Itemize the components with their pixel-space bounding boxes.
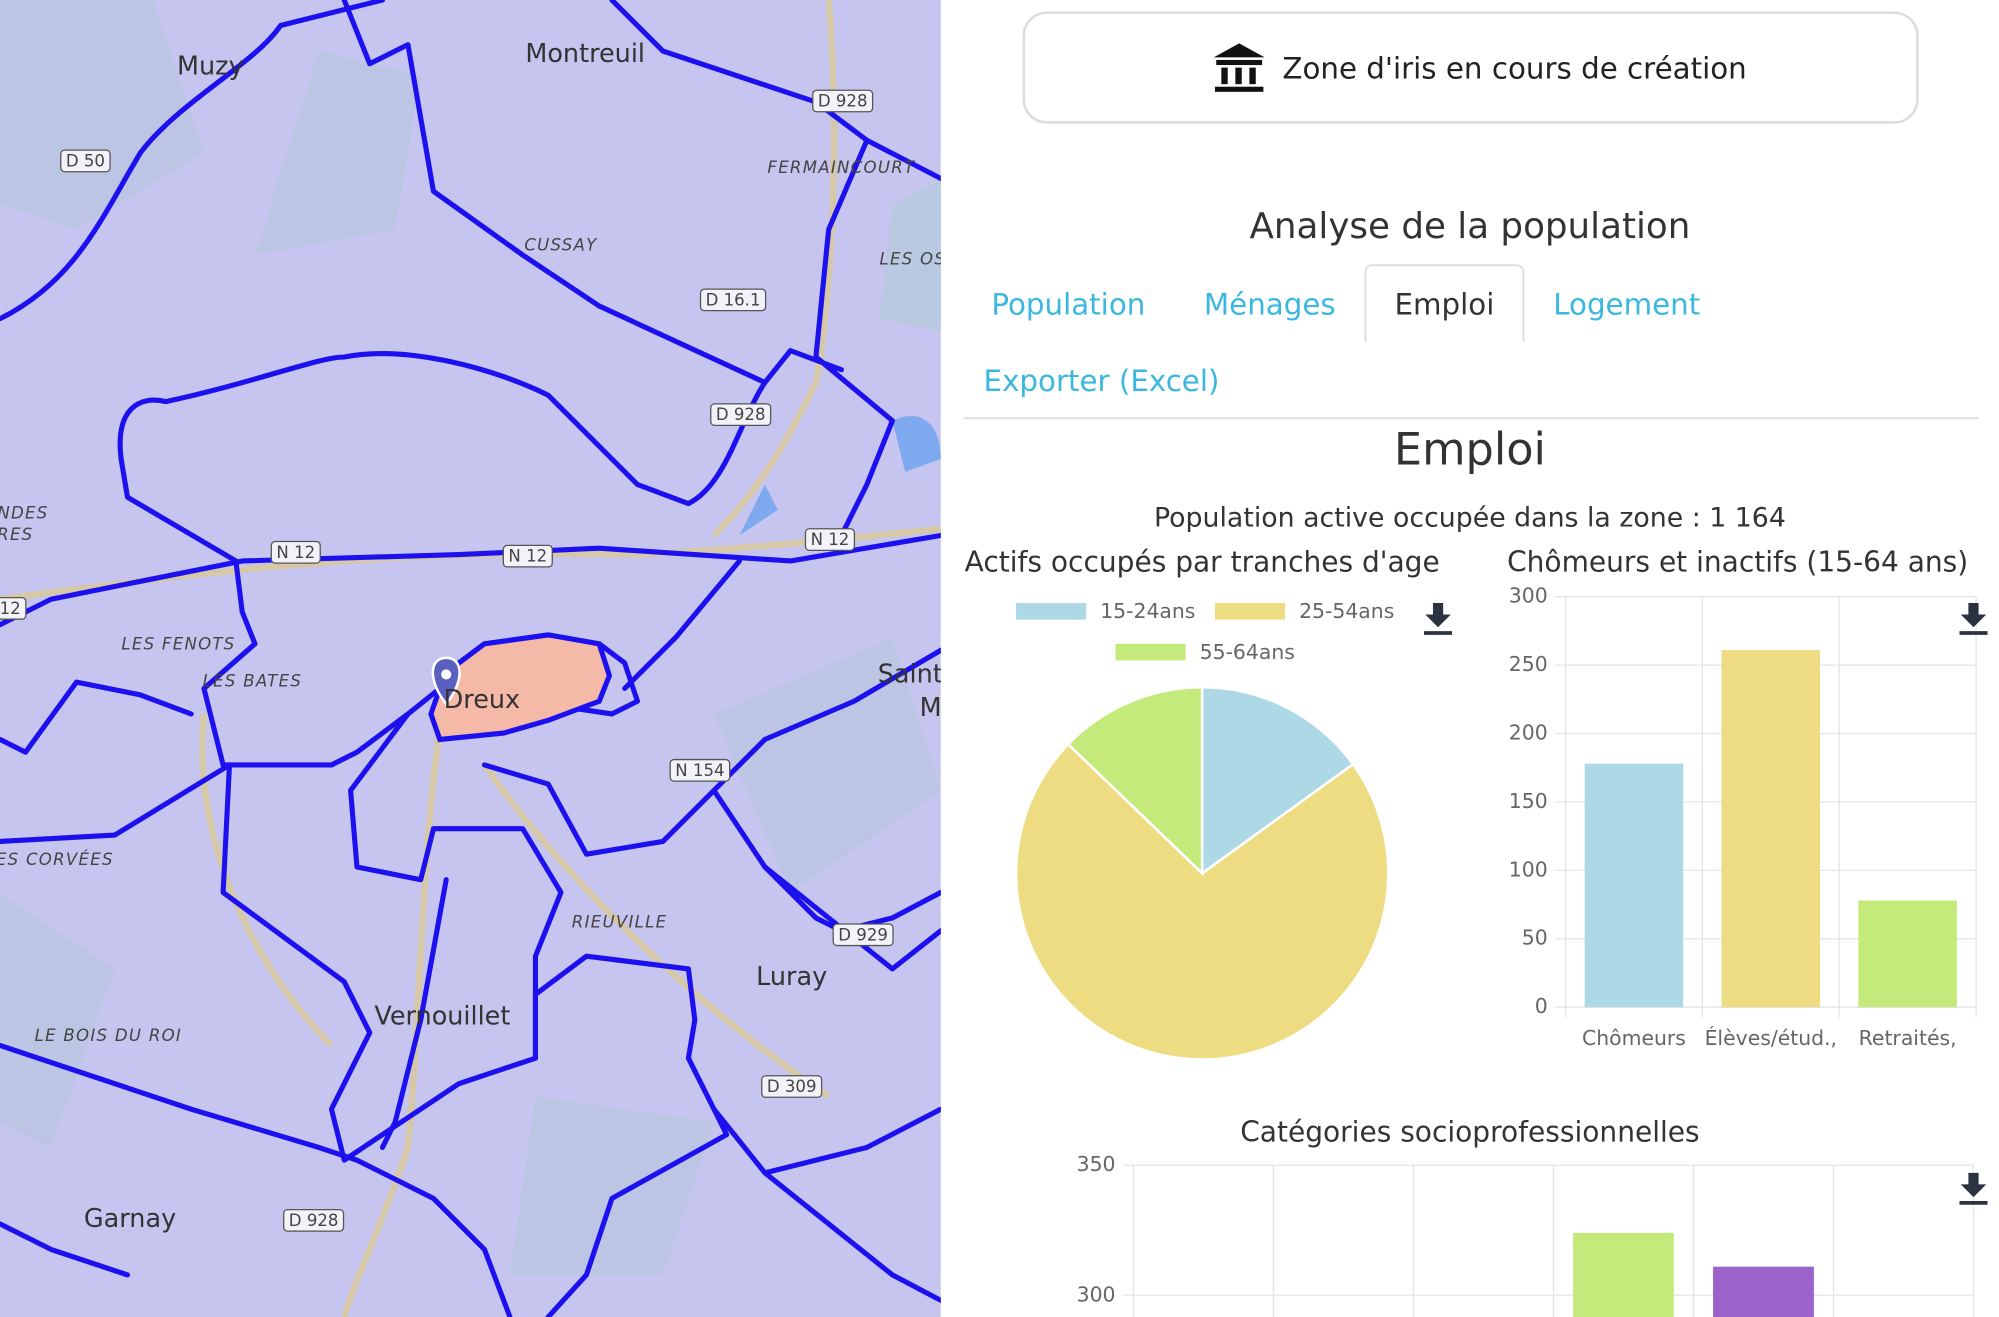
x-tick-label: Retraités, xyxy=(1859,1026,1957,1050)
tab[interactable]: Ménages xyxy=(1204,287,1336,321)
road-label: N 12 xyxy=(276,543,315,562)
pie-slice xyxy=(1014,742,1390,1061)
place-label: RIEUVILLE xyxy=(572,913,668,932)
y-tick-label: 150 xyxy=(1509,789,1548,813)
tab[interactable]: Emploi xyxy=(1394,287,1494,321)
road-shield xyxy=(699,288,767,312)
road-shield xyxy=(804,528,856,551)
place-label: CUSSAY xyxy=(524,236,598,255)
bar xyxy=(1858,900,1957,1008)
y-tick-label: 50 xyxy=(1522,926,1548,950)
place-label: Vernouillet xyxy=(374,1001,510,1031)
section-title: Emploi xyxy=(1394,424,1546,476)
place-label: LES BATES xyxy=(203,672,303,691)
place-label: Muzy xyxy=(177,52,244,82)
place-label: ES CORVÉES xyxy=(0,850,114,869)
water xyxy=(739,416,941,536)
map-pin xyxy=(431,656,461,706)
y-tick-label: 350 xyxy=(1077,1152,1116,1176)
bar xyxy=(1584,763,1684,1008)
chart-title: Chômeurs et inactifs (15-64 ans) xyxy=(1507,546,1968,579)
status-text: Zone d'iris en cours de création xyxy=(1282,52,1746,86)
place-label: Montreuil xyxy=(525,39,645,69)
place-label: M xyxy=(920,693,942,723)
road-shield xyxy=(60,149,111,173)
selected-zone[interactable] xyxy=(428,632,613,743)
tab[interactable]: Logement xyxy=(1553,287,1700,321)
road-label: N 154 xyxy=(675,761,724,780)
legend-label: 15-24ans xyxy=(1100,599,1195,623)
pie-slice xyxy=(1200,685,1355,876)
boundaries xyxy=(0,0,941,1317)
road-shield xyxy=(283,1208,345,1232)
road-shield xyxy=(502,544,553,568)
road-shield xyxy=(669,758,731,782)
road-shield xyxy=(710,403,772,427)
road-shield xyxy=(761,1075,823,1098)
place-label: Luray xyxy=(756,962,827,992)
road-shield xyxy=(832,923,894,947)
bar-chart: 0 50 100 150 200 250 300 Chômeurs Élèves/étud., R… xyxy=(1509,584,1977,1050)
place-label: FERMAINCOURT xyxy=(767,158,916,177)
y-tick-label: 300 xyxy=(1077,1282,1116,1306)
bar xyxy=(1721,650,1821,1008)
place-label: LES FENOTS xyxy=(121,635,235,654)
active-tab[interactable] xyxy=(1364,264,1525,342)
map-pin-dot xyxy=(441,669,452,680)
x-tick-label: Élèves/étud., xyxy=(1705,1025,1837,1050)
panel: Zone d'iris en cours de création Analyse… xyxy=(963,11,1979,533)
download-icon[interactable] xyxy=(1424,603,1453,635)
road-shield xyxy=(270,540,321,564)
x-tick-label: Chômeurs xyxy=(1582,1026,1686,1050)
place-label: RES xyxy=(0,525,33,544)
road-label: D 309 xyxy=(767,1077,817,1096)
road-label: N 12 xyxy=(508,547,547,566)
panel-title: Analyse de la population xyxy=(1250,206,1691,247)
y-tick-label: 100 xyxy=(1509,857,1548,881)
status-button[interactable] xyxy=(1022,11,1919,124)
road-shield xyxy=(0,597,27,620)
y-tick-label: 300 xyxy=(1509,584,1548,608)
tab[interactable]: Population xyxy=(991,287,1145,321)
road-shield xyxy=(812,89,874,113)
place-label: Garnay xyxy=(84,1204,176,1234)
road-label: D 928 xyxy=(818,92,868,111)
bar-chart: 300 350 xyxy=(1077,1152,1975,1317)
legend-swatch xyxy=(1016,603,1087,620)
road-label: D 928 xyxy=(289,1211,339,1230)
place-label: Saint xyxy=(878,660,943,690)
chart-title: Actifs occupés par tranches d'age xyxy=(965,546,1440,579)
place-label: NDES xyxy=(0,503,49,522)
road-label: N 12 xyxy=(811,530,850,549)
legend-label: 55-64ans xyxy=(1200,640,1295,664)
download-icon[interactable] xyxy=(1959,1172,1988,1205)
place-label: Dreux xyxy=(444,685,520,715)
legend-swatch xyxy=(1214,603,1286,620)
road-label: D 929 xyxy=(838,925,888,944)
bank-icon xyxy=(1213,43,1265,92)
export-link[interactable]: Exporter (Excel) xyxy=(984,364,1220,398)
legend-label: 25-54ans xyxy=(1299,599,1394,623)
legend-swatch xyxy=(1115,643,1186,661)
road-label: D 928 xyxy=(716,405,766,424)
map[interactable]: Muzy Montreuil D 928 D 50 FERMAINCOURT C… xyxy=(0,0,946,1317)
road-label: D 50 xyxy=(66,151,105,170)
pie-slice xyxy=(1066,685,1204,877)
download-icon[interactable] xyxy=(1959,603,1988,635)
y-tick-label: 200 xyxy=(1509,721,1548,745)
map-area xyxy=(879,179,941,332)
road-label: 12 xyxy=(0,599,21,618)
place-label: LES OS xyxy=(879,250,946,269)
bar xyxy=(1713,1266,1814,1317)
y-tick-label: 250 xyxy=(1509,652,1548,676)
y-tick-label: 0 xyxy=(1535,994,1548,1018)
chart-title: Catégories socioprofessionnelles xyxy=(1240,1115,1699,1148)
road-label: D 16.1 xyxy=(706,290,761,309)
map-area xyxy=(0,0,941,1275)
place-label: LE BOIS DU ROI xyxy=(35,1026,182,1045)
bar xyxy=(1573,1232,1674,1317)
summary: Population active occupée dans la zone :… xyxy=(1154,502,1786,533)
